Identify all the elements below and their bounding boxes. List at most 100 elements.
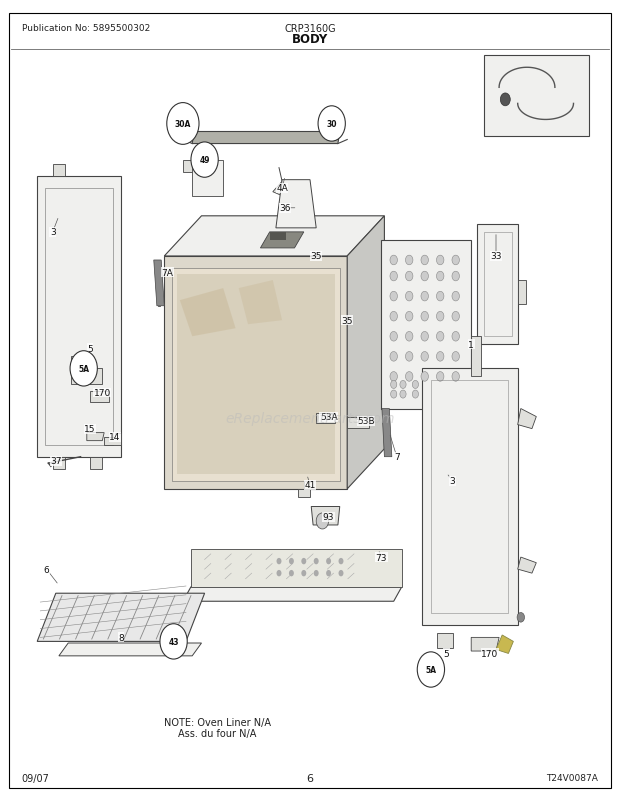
Text: 09/07: 09/07 xyxy=(22,773,50,783)
Text: 35: 35 xyxy=(311,252,322,261)
Text: 6: 6 xyxy=(306,773,314,783)
Text: 6: 6 xyxy=(43,565,50,574)
Polygon shape xyxy=(347,417,369,428)
Circle shape xyxy=(436,292,444,302)
Circle shape xyxy=(452,312,459,322)
Polygon shape xyxy=(53,164,65,176)
Text: 15: 15 xyxy=(84,424,95,434)
Polygon shape xyxy=(183,160,202,172)
Polygon shape xyxy=(37,593,205,642)
Circle shape xyxy=(436,312,444,322)
Text: 170: 170 xyxy=(481,649,498,658)
Polygon shape xyxy=(71,357,102,385)
Circle shape xyxy=(421,352,428,362)
Circle shape xyxy=(277,570,281,577)
Circle shape xyxy=(326,558,331,565)
Circle shape xyxy=(436,372,444,382)
Circle shape xyxy=(452,256,459,265)
Circle shape xyxy=(391,391,397,399)
Circle shape xyxy=(277,558,281,565)
Text: 30: 30 xyxy=(327,119,337,129)
Text: 4A: 4A xyxy=(196,164,207,173)
Circle shape xyxy=(191,143,218,178)
Circle shape xyxy=(452,372,459,382)
Text: 36: 36 xyxy=(280,204,291,213)
Circle shape xyxy=(421,332,428,342)
Circle shape xyxy=(167,103,199,145)
Polygon shape xyxy=(311,507,340,525)
Circle shape xyxy=(412,381,418,389)
Circle shape xyxy=(339,570,343,577)
Circle shape xyxy=(390,312,397,322)
Polygon shape xyxy=(90,457,102,469)
Text: 43: 43 xyxy=(169,637,179,646)
Polygon shape xyxy=(104,433,121,445)
Polygon shape xyxy=(260,233,304,249)
Circle shape xyxy=(452,272,459,282)
Text: 53A: 53A xyxy=(320,412,337,422)
Text: 170: 170 xyxy=(94,388,111,398)
Circle shape xyxy=(314,570,319,577)
Polygon shape xyxy=(90,391,108,403)
Polygon shape xyxy=(422,369,518,626)
Polygon shape xyxy=(180,289,236,337)
Polygon shape xyxy=(239,281,282,325)
Circle shape xyxy=(452,332,459,342)
Text: 49: 49 xyxy=(200,156,210,165)
Circle shape xyxy=(436,272,444,282)
Circle shape xyxy=(400,391,406,399)
Text: 5: 5 xyxy=(443,649,449,658)
Circle shape xyxy=(421,256,428,265)
Circle shape xyxy=(452,352,459,362)
Circle shape xyxy=(405,372,413,382)
Text: 33: 33 xyxy=(490,252,502,261)
Text: 35: 35 xyxy=(342,316,353,326)
Polygon shape xyxy=(381,241,471,409)
Polygon shape xyxy=(87,433,104,441)
Text: Publication No: 5895500302: Publication No: 5895500302 xyxy=(22,24,150,34)
Text: 3: 3 xyxy=(450,476,456,486)
Circle shape xyxy=(405,292,413,302)
Circle shape xyxy=(316,513,329,529)
Circle shape xyxy=(405,256,413,265)
Text: 5: 5 xyxy=(87,344,93,354)
Circle shape xyxy=(412,391,418,399)
Circle shape xyxy=(70,351,97,387)
Text: 30A: 30A xyxy=(175,119,191,129)
Circle shape xyxy=(421,372,428,382)
Polygon shape xyxy=(518,557,536,573)
Text: 7A: 7A xyxy=(161,268,174,277)
Circle shape xyxy=(390,272,397,282)
Circle shape xyxy=(421,312,428,322)
Text: 4A: 4A xyxy=(277,184,288,193)
Text: 1: 1 xyxy=(468,340,474,350)
Text: 8: 8 xyxy=(118,633,124,642)
Circle shape xyxy=(390,372,397,382)
Polygon shape xyxy=(273,182,294,200)
Polygon shape xyxy=(172,269,340,481)
Circle shape xyxy=(390,332,397,342)
Text: 37: 37 xyxy=(50,456,61,466)
Circle shape xyxy=(390,256,397,265)
Polygon shape xyxy=(437,634,453,648)
Polygon shape xyxy=(496,635,513,654)
Circle shape xyxy=(301,558,306,565)
Circle shape xyxy=(417,652,445,687)
Polygon shape xyxy=(518,409,536,429)
Text: 3: 3 xyxy=(50,228,56,237)
Circle shape xyxy=(160,624,187,659)
Polygon shape xyxy=(183,587,402,602)
Polygon shape xyxy=(471,638,499,651)
Polygon shape xyxy=(192,132,340,144)
Text: NOTE: Oven Liner N/A: NOTE: Oven Liner N/A xyxy=(164,717,270,727)
Circle shape xyxy=(405,272,413,282)
Text: 41: 41 xyxy=(304,480,316,490)
Circle shape xyxy=(400,381,406,389)
Circle shape xyxy=(452,292,459,302)
Text: 7: 7 xyxy=(394,452,400,462)
Polygon shape xyxy=(477,225,518,345)
Polygon shape xyxy=(382,409,392,457)
Circle shape xyxy=(326,570,331,577)
Polygon shape xyxy=(59,643,202,656)
Polygon shape xyxy=(276,180,316,229)
